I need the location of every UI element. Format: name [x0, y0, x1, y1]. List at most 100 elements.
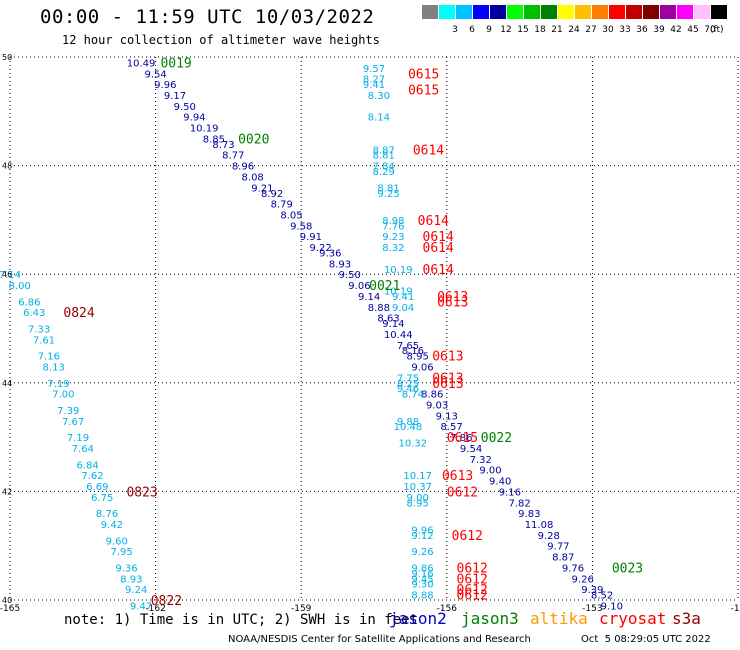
swh-value: 9.36 — [319, 248, 341, 259]
swh-value: 7.14 — [0, 270, 21, 281]
track-time-label: 0020 — [238, 132, 269, 147]
swh-value: 9.36 — [115, 563, 137, 574]
scale-swatch — [609, 5, 625, 19]
swh-value: 7.86 — [450, 433, 472, 444]
legend-jason2: jason2 — [389, 609, 447, 628]
scale-swatch — [694, 5, 710, 19]
swh-value: 8.81 — [377, 183, 399, 194]
swh-value: 8.27 — [363, 75, 385, 86]
swh-value: 9.50 — [339, 270, 361, 281]
swh-value: 9.13 — [436, 411, 458, 422]
swh-value: 8.96 — [232, 162, 254, 173]
swh-value: 7.19 — [47, 379, 69, 390]
track-time-label: 0613 — [437, 290, 468, 305]
swh-value: 8.77 — [222, 151, 244, 162]
swh-value: 11.08 — [525, 520, 554, 531]
x-tick-label: -162 — [145, 604, 165, 614]
swh-value: 9.04 — [392, 303, 414, 314]
swh-value: 9.54 — [144, 69, 166, 80]
swh-value: 9.26 — [411, 547, 433, 558]
x-tick-label: -156 — [437, 604, 458, 614]
swh-value: 7.64 — [72, 444, 94, 455]
swh-value: 7.75 — [397, 373, 419, 384]
swh-value: 9.16 — [411, 569, 433, 580]
swh-value: 7.19 — [67, 433, 89, 444]
swh-value: 8.87 — [373, 145, 395, 156]
swh-value: 8.05 — [280, 210, 302, 221]
swh-value: 7.61 — [33, 335, 55, 346]
swh-value: 9.21 — [251, 183, 273, 194]
scale-label: 15 — [517, 25, 529, 35]
swh-value: 8.93 — [329, 259, 351, 270]
track-time-label: 0613 — [432, 377, 463, 392]
swh-value: 8.32 — [382, 243, 404, 254]
track-time-label: 0612 — [457, 561, 488, 576]
scale-swatch — [490, 5, 506, 19]
swh-value: 9.14 — [358, 292, 380, 303]
swh-value: 10.19 — [190, 124, 219, 135]
scale-swatch — [541, 5, 557, 19]
swh-value: 8.13 — [43, 363, 65, 374]
swh-value: 8.98 — [382, 216, 404, 227]
swh-value: 9.45 — [411, 574, 433, 585]
track-time-label: 0614 — [423, 263, 454, 278]
track-time-label: 0613 — [432, 371, 463, 386]
note-text: note: 1) Time is in UTC; 2) SWH is in fe… — [64, 612, 419, 628]
swh-value: 10.37 — [403, 482, 432, 493]
swh-value: 9.41 — [392, 292, 414, 303]
swh-value: 9.30 — [411, 580, 433, 591]
swh-value: 7.76 — [382, 221, 404, 232]
track-time-label: 0614 — [423, 230, 454, 245]
swh-value: 9.91 — [300, 232, 322, 243]
swh-value: 8.52 — [591, 591, 613, 602]
track-time-label: 0613 — [437, 295, 468, 310]
swh-value: 9.10 — [601, 601, 623, 612]
scale-swatch — [524, 5, 540, 19]
page-title: 00:00 - 11:59 UTC 10/03/2022 — [40, 6, 375, 28]
swh-value: 10.49 — [127, 58, 156, 69]
swh-value: 8.08 — [242, 172, 264, 183]
swh-value: 8.76 — [96, 509, 118, 520]
swh-value: 9.77 — [547, 542, 569, 553]
swh-value: 7.82 — [508, 498, 530, 509]
scale-swatch — [422, 5, 438, 19]
swh-value: 6.75 — [91, 493, 113, 504]
swh-value: 9.12 — [411, 531, 433, 542]
swh-value: 7.00 — [52, 390, 74, 401]
y-tick-label: 48 — [2, 162, 12, 171]
scale-label: 39 — [653, 25, 665, 35]
track-time-label: 0824 — [63, 306, 94, 321]
swh-value: 8.85 — [203, 134, 225, 145]
swh-value: 8.25 — [397, 379, 419, 390]
scale-swatch — [643, 5, 659, 19]
track-time-label: 0615 — [408, 84, 439, 99]
swh-value: 10.44 — [384, 330, 413, 341]
swh-value: 8.29 — [373, 167, 395, 178]
swh-value: 9.54 — [460, 444, 482, 455]
swh-value: 9.28 — [538, 531, 560, 542]
swh-value: 7.32 — [470, 455, 492, 466]
x-tick-label: -159 — [291, 604, 312, 614]
scale-label: 42 — [670, 25, 682, 35]
swh-value: 7.84 — [373, 162, 395, 173]
swh-value: 8.92 — [261, 189, 283, 200]
swh-value: 8.93 — [120, 574, 142, 585]
swh-value: 8.87 — [552, 553, 574, 564]
scale-label: 45 — [687, 25, 699, 35]
track-time-label: 0612 — [457, 589, 488, 604]
scale-label: 70 — [704, 25, 716, 35]
scale-swatch — [592, 5, 608, 19]
y-tick-label: 44 — [2, 379, 12, 388]
swh-value: 10.32 — [399, 439, 428, 450]
track-time-label: 0823 — [126, 485, 157, 500]
track-time-label: 0614 — [423, 241, 454, 256]
swh-value: 9.60 — [106, 536, 128, 547]
swh-value: 9.42 — [101, 520, 123, 531]
swh-value: 10.17 — [403, 471, 432, 482]
swh-value: 9.86 — [411, 563, 433, 574]
scale-label: 21 — [551, 25, 563, 35]
y-tick-label: 50 — [2, 53, 12, 62]
legend-s3a: s3a — [672, 609, 701, 628]
track-time-label: 0612 — [457, 572, 488, 587]
track-time-label: 0023 — [612, 561, 643, 576]
